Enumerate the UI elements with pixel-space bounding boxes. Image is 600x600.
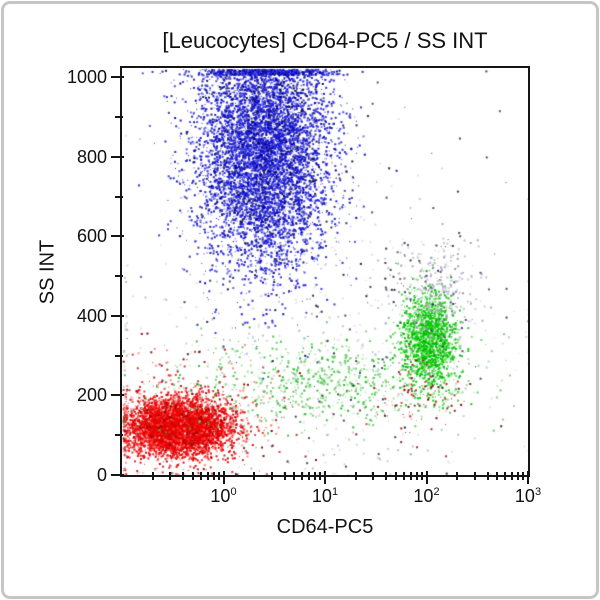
x-tick-label: 103 [514,486,542,506]
y-minor-tick [115,434,123,437]
y-tick-label: 600 [76,226,107,247]
y-major-tick [111,314,124,317]
x-major-tick [425,471,428,484]
y-major-tick [111,155,124,158]
x-minor-tick [420,472,423,480]
x-minor-tick [206,472,209,480]
x-minor-tick [511,472,514,480]
x-minor-tick [301,472,304,480]
y-tick-label: 800 [76,146,107,167]
scatter-canvas[interactable] [122,68,528,475]
x-minor-tick [402,472,405,480]
y-minor-tick [115,354,123,357]
x-minor-tick [308,472,311,480]
x-minor-tick [486,472,489,480]
x-minor-tick [456,472,459,480]
x-major-tick [222,471,225,484]
x-major-tick [324,471,326,484]
y-minor-tick [115,275,123,278]
x-tick-label: 100 [210,486,237,506]
y-tick-label: 1000 [66,67,107,88]
plot-area [120,66,530,477]
y-axis-title: SS INT [36,239,59,305]
x-minor-tick [212,472,215,480]
x-tick-label: 101 [311,486,339,506]
y-minor-tick [115,195,123,198]
y-major-tick [111,235,124,238]
x-minor-tick [191,472,194,480]
x-axis-title: CD64-PC5 [276,516,374,538]
x-minor-tick [517,472,520,480]
y-tick-label: 400 [76,305,107,326]
x-minor-tick [182,472,185,480]
x-minor-tick [415,472,418,480]
chart-title: [Leucocytes] CD64-PC5 / SS INT [162,28,488,53]
y-major-tick [111,474,124,476]
x-minor-tick [504,472,507,480]
x-minor-tick [522,472,525,480]
x-minor-tick [199,472,202,480]
x-tick-label: 102 [413,486,440,506]
x-minor-tick [151,472,154,480]
x-minor-tick [496,472,499,480]
x-minor-tick [293,472,296,480]
x-minor-tick [354,472,357,480]
x-minor-tick [409,472,412,480]
y-tick-label: 200 [76,385,107,406]
x-minor-tick [253,472,256,480]
x-minor-tick [372,472,375,480]
x-minor-tick [169,472,172,480]
x-minor-tick [270,472,273,480]
y-major-tick [111,394,124,397]
x-minor-tick [319,472,322,480]
y-minor-tick [115,115,123,118]
x-minor-tick [473,472,476,480]
x-major-tick [527,471,529,484]
x-minor-tick [385,472,388,480]
x-minor-tick [394,472,397,480]
y-major-tick [111,76,124,79]
x-minor-tick [217,472,220,480]
y-tick-label: 0 [96,465,107,485]
x-minor-tick [314,472,317,480]
x-minor-tick [283,472,286,480]
